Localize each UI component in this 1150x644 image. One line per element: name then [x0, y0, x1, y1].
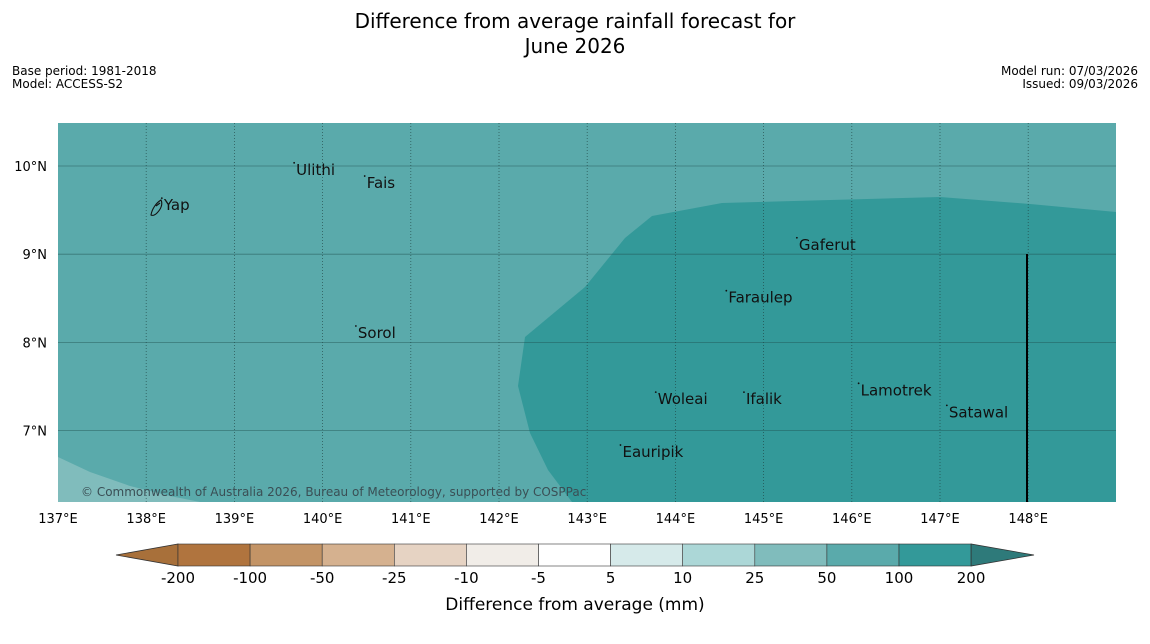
- place-marker: [293, 161, 296, 164]
- map-panel: Yap Ulithi Fais Gaferut Faraulep Sorol Lamotre…: [58, 123, 1116, 502]
- lon-tick-label: 142°E: [479, 512, 519, 527]
- colorbar-tick-label: 5: [606, 569, 616, 587]
- chart-title: Difference from average rainfall forecas…: [0, 9, 1150, 59]
- lon-tick-label: 139°E: [215, 512, 255, 527]
- colorbar-tick-label: -10: [454, 569, 479, 587]
- issued-text: Issued: 09/03/2026: [1022, 77, 1138, 91]
- colorbar-tick-label: 200: [957, 569, 986, 587]
- colorbar-tick-label: 100: [885, 569, 914, 587]
- place-label: Ulithi: [296, 161, 335, 179]
- colorbar-swatch: [321, 543, 395, 567]
- lat-tick-label: 10°N: [14, 160, 47, 175]
- map-band-25-50: [58, 457, 200, 502]
- place-label: Sorol: [358, 324, 396, 342]
- colorbar-tick-label: -100: [233, 569, 267, 587]
- place-marker: [354, 325, 357, 327]
- map-band-100-200: [518, 197, 1116, 502]
- lat-tick-label: 9°N: [23, 248, 48, 263]
- colorbar-swatch: [177, 543, 251, 567]
- lat-tick-label: 7°N: [23, 425, 48, 440]
- model-run-text: Model run: 07/03/2026: [1000, 64, 1138, 78]
- map-axes: 137°E 138°E 139°E 140°E 141°E 142°E 143°E 144°E…: [14, 160, 1048, 527]
- lon-tick-label: 144°E: [656, 512, 696, 527]
- graticule: [58, 123, 1116, 502]
- colorbar-swatch: [682, 543, 756, 567]
- lon-tick-label: 145°E: [744, 512, 784, 527]
- place-label: Eauripik: [622, 443, 683, 461]
- colorbar-tick-label: -25: [382, 569, 407, 587]
- place-label: Faraulep: [728, 289, 792, 307]
- colorbar-tick-label: 25: [745, 569, 764, 587]
- colorbar-swatch: [898, 543, 972, 567]
- copyright-credit: © Commonwealth of Australia 2026, Bureau…: [81, 485, 586, 499]
- colorbar-tick-label: -200: [161, 569, 195, 587]
- colorbar-extend-low: [115, 543, 179, 567]
- lon-tick-label: 147°E: [920, 512, 960, 527]
- place-marker: [654, 391, 657, 394]
- place-marker: [795, 236, 798, 239]
- lon-tick-label: 141°E: [391, 512, 431, 527]
- colorbar-label: Difference from average (mm): [445, 595, 704, 615]
- meta-left: Base period: 1981-2018 Model: ACCESS-S2: [12, 65, 157, 91]
- place-marker: [619, 444, 622, 446]
- place-marker: [857, 382, 860, 385]
- place-marker: [160, 197, 163, 200]
- lon-tick-label: 138°E: [126, 512, 166, 527]
- lon-tick-label: 148°E: [1008, 512, 1048, 527]
- place-marker: [743, 391, 745, 394]
- place-marker: [725, 289, 728, 292]
- colorbar-swatch: [610, 543, 683, 567]
- lon-tick-label: 143°E: [567, 512, 607, 527]
- lon-tick-label: 137°E: [38, 512, 78, 527]
- place-label: Fais: [367, 174, 396, 192]
- place-label: Gaferut: [799, 236, 856, 254]
- place-label: Yap: [163, 196, 190, 214]
- place-label: Woleai: [658, 390, 708, 408]
- colorbar-swatch: [754, 543, 828, 567]
- lon-tick-label: 146°E: [832, 512, 872, 527]
- colorbar-swatch: [249, 543, 323, 567]
- colorbar-swatch: [466, 543, 539, 567]
- base-period-text: Base period: 1981-2018: [12, 64, 157, 78]
- title-line-2: June 2026: [524, 34, 626, 58]
- place-label: Ifalik: [746, 390, 782, 408]
- yap-island-outline: [150, 199, 163, 216]
- lon-tick-label: 140°E: [303, 512, 343, 527]
- lat-tick-label: 8°N: [23, 336, 48, 351]
- place-marker: [363, 175, 366, 177]
- place-marker: [945, 404, 948, 407]
- colorbar-swatch: [393, 543, 467, 567]
- place-label: Lamotrek: [861, 381, 932, 399]
- place-label: Satawal: [949, 403, 1008, 421]
- colorbar-tick-label: 10: [673, 569, 692, 587]
- meta-right: Model run: 07/03/2026 Issued: 09/03/2026: [1001, 65, 1138, 91]
- colorbar-tick-label: -5: [531, 569, 546, 587]
- place-labels: Yap Ulithi Fais Gaferut Faraulep Sorol Lamotre…: [160, 161, 1008, 461]
- colorbar: -200 -100 -50 -25 -10 -5 5 10 25 50 100 200: [115, 543, 1035, 587]
- colorbar-swatch: [826, 543, 900, 567]
- colorbar-tick-label: -50: [310, 569, 335, 587]
- colorbar-tick-label: 50: [817, 569, 836, 587]
- colorbar-swatch: [538, 543, 611, 567]
- title-line-1: Difference from average rainfall forecas…: [354, 9, 796, 33]
- colorbar-extend-high: [970, 543, 1035, 567]
- model-text: Model: ACCESS-S2: [12, 77, 124, 91]
